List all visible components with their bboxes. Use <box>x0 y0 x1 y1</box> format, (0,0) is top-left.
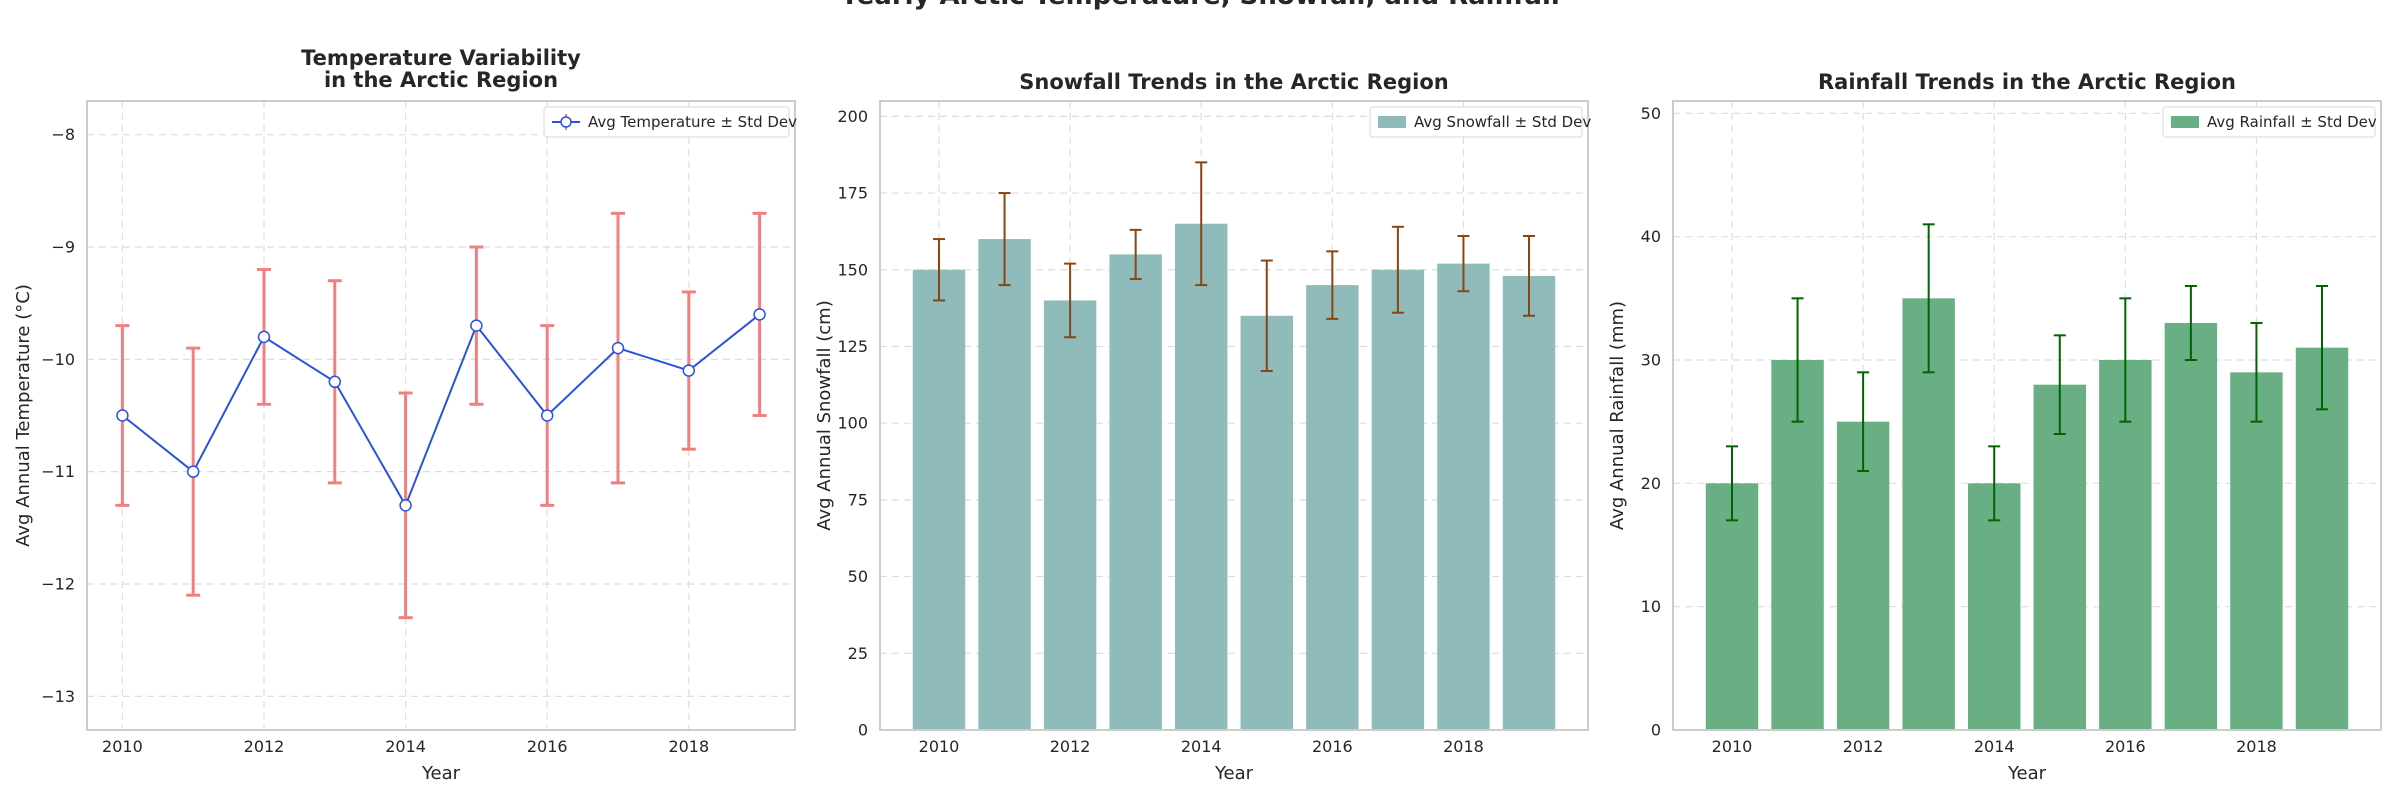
rainfall-chart-panel: 0 10 20 30 40 50 2010 2012 2014 2016 2018 Year Avg A… <box>1607 70 2382 784</box>
snowfall-bar <box>1306 285 1359 730</box>
rainfall-ytick-label: 50 <box>1641 104 1661 123</box>
snowfall-ytick-label: 0 <box>858 721 868 740</box>
snowfall-legend-label: Avg Snowfall ± Std Dev <box>1414 113 1591 131</box>
figure-title: Yearly Arctic Temperature, Snowfall, and… <box>839 0 1560 11</box>
temperature-ytick-label: −10 <box>41 350 75 369</box>
snowfall-ytick-label: 200 <box>837 107 868 126</box>
temperature-data-point <box>328 375 342 389</box>
temperature-data-point <box>753 308 766 321</box>
snowfall-ytick-label: 125 <box>837 337 868 356</box>
snowfall-ytick-label: 100 <box>837 414 868 433</box>
snowfall-bar <box>1437 263 1490 730</box>
snowfall-bar <box>1175 223 1228 731</box>
temperature-data-point <box>399 499 412 512</box>
temperature-chart-panel: −13 −12 −11 −10 −9 −8 2010 2012 2014 2016 2018 Year… <box>13 46 797 784</box>
rainfall-bar <box>1705 483 1759 730</box>
temperature-ytick-label: −13 <box>41 687 75 706</box>
temperature-series-line <box>121 313 761 508</box>
snowfall-bar <box>978 239 1031 730</box>
temperature-xtick-label: 2012 <box>244 737 285 756</box>
temperature-xtick-label: 2018 <box>668 737 709 756</box>
snowfall-bar <box>912 269 966 730</box>
rainfall-xaxis-label: Year <box>2007 763 2047 784</box>
temperature-ytick-label: −8 <box>51 125 75 144</box>
snowfall-chart-title: Snowfall Trends in the Arctic Region <box>1019 70 1448 94</box>
rainfall-ytick-label: 20 <box>1641 474 1661 493</box>
snowfall-xtick-label: 2016 <box>1312 737 1353 756</box>
snowfall-bar <box>1109 254 1162 731</box>
snowfall-legend-box <box>1369 106 1583 138</box>
temperature-xtick-label: 2014 <box>385 737 426 756</box>
temperature-ytick-label: −12 <box>41 574 75 593</box>
snowfall-ytick-label: 150 <box>837 260 868 279</box>
temperature-data-point <box>257 330 271 344</box>
temperature-chart-title: in the Arctic Region <box>324 68 558 92</box>
snowfall-bar <box>1240 315 1293 730</box>
rainfall-legend-swatch <box>2171 116 2199 128</box>
temperature-xtick-label: 2010 <box>102 737 143 756</box>
rainfall-ytick-label: 0 <box>1651 721 1661 740</box>
temperature-plot-frame <box>86 100 796 731</box>
rainfall-bar <box>2230 372 2283 730</box>
snowfall-ytick-label: 175 <box>837 184 868 203</box>
temperature-ytick-label: −11 <box>41 462 75 481</box>
snowfall-bar <box>1502 275 1556 730</box>
temperature-legend-label: Avg Temperature ± Std Dev <box>588 113 797 131</box>
rainfall-chart-title: Rainfall Trends in the Arctic Region <box>1818 70 2236 94</box>
snowfall-yaxis-label: Avg Annual Snowfall (cm) <box>814 300 835 530</box>
temperature-xaxis-label: Year <box>421 763 461 784</box>
rainfall-legend-box <box>2162 106 2376 138</box>
temperature-xtick-label: 2016 <box>527 737 568 756</box>
snowfall-xtick-label: 2012 <box>1050 737 1091 756</box>
rainfall-ytick-label: 10 <box>1641 597 1661 616</box>
snowfall-chart-panel: 0 25 50 75 100 125 150 175 200 2010 2012 2014 2016 20… <box>814 70 1591 784</box>
temperature-data-point <box>116 409 129 422</box>
rainfall-xtick-label: 2010 <box>1712 737 1753 756</box>
temperature-yaxis-label: Avg Annual Temperature (°C) <box>13 284 34 547</box>
snowfall-xtick-label: 2014 <box>1181 737 1222 756</box>
snowfall-xtick-label: 2018 <box>1443 737 1484 756</box>
temperature-data-point <box>186 465 200 478</box>
rainfall-bar <box>2033 384 2086 730</box>
rainfall-ytick-label: 30 <box>1641 351 1661 370</box>
temperature-data-point <box>470 319 483 332</box>
rainfall-yaxis-label: Avg Annual Rainfall (mm) <box>1607 301 1628 530</box>
rainfall-bar <box>2295 347 2349 730</box>
temperature-data-point <box>540 409 554 422</box>
temperature-ytick-label: −9 <box>51 238 75 257</box>
rainfall-xtick-label: 2018 <box>2236 737 2277 756</box>
snowfall-ytick-label: 75 <box>848 490 868 509</box>
rainfall-bar <box>2164 323 2218 730</box>
rainfall-legend-label: Avg Rainfall ± Std Dev <box>2207 113 2377 131</box>
snowfall-bar <box>1043 300 1097 730</box>
rainfall-plot-frame <box>1672 100 2382 731</box>
snowfall-legend-swatch <box>1378 116 1406 128</box>
snowfall-ytick-label: 25 <box>848 644 868 663</box>
rainfall-ytick-label: 40 <box>1641 227 1661 246</box>
rainfall-xtick-label: 2014 <box>1974 737 2015 756</box>
rainfall-bar <box>1968 483 2021 730</box>
snowfall-bar <box>1371 269 1425 730</box>
snowfall-plot-frame <box>879 100 1589 731</box>
rainfall-bar <box>1836 421 1890 730</box>
temperature-chart-title: Temperature Variability <box>301 46 581 70</box>
rainfall-xtick-label: 2016 <box>2105 737 2146 756</box>
temperature-legend-marker <box>560 116 572 128</box>
temperature-legend-box <box>543 106 790 138</box>
snowfall-ytick-label: 50 <box>848 567 868 586</box>
snowfall-xaxis-label: Year <box>1214 763 1254 784</box>
temperature-data-point <box>682 364 696 377</box>
snowfall-xtick-label: 2010 <box>919 737 960 756</box>
rainfall-xtick-label: 2012 <box>1843 737 1884 756</box>
temperature-data-point <box>611 341 625 355</box>
